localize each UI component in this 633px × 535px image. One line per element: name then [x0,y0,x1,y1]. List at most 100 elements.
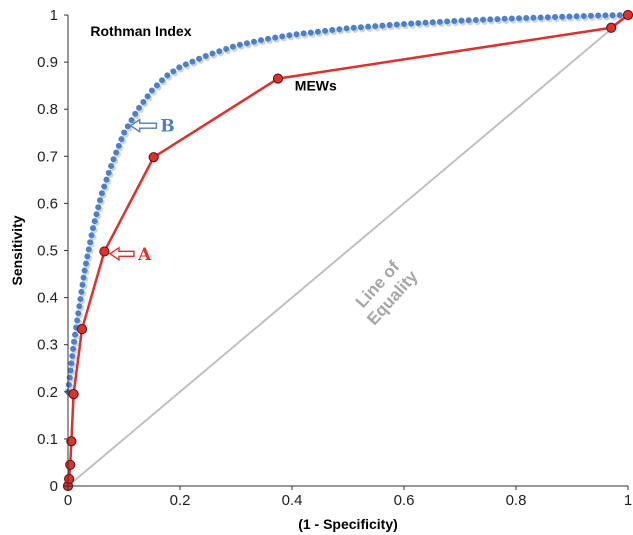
rothman-index-series [65,12,632,397]
y-axis-title: Sensitivity [9,215,25,285]
rothman-index-dot [101,183,108,190]
mews-point [66,436,77,447]
rothman-index-dot [236,41,243,48]
x-tick-label: 0.8 [506,492,527,509]
rothman-index-dot [216,48,223,55]
rothman-index-dot [408,20,415,27]
rothman-index-dot [115,142,122,149]
rothman-index-dot [516,15,523,22]
marker-a-annotation: A [108,245,152,265]
rothman-index-dot [293,31,300,38]
mews-point [99,246,110,257]
rothman-index-dot [494,16,501,23]
mews-point [68,389,79,400]
rothman-index-dot [89,225,96,232]
y-tick-label: 0 [50,478,58,495]
rothman-index-dot [77,296,84,303]
rothman-index-dot [314,28,321,35]
rothman-index-dot [159,77,166,84]
rothman-index-dot [609,12,616,19]
rothman-index-dot [95,204,102,211]
rothman-index-dot [580,13,587,20]
rothman-index-dot [105,169,112,176]
rothman-index-dot [82,260,89,267]
rothman-index-dot [436,18,443,25]
rothman-index-dot [97,197,104,204]
rothman-index-dot [487,16,494,23]
y-tick-label: 0.1 [37,431,58,448]
rothman-index-dot [587,12,594,19]
rothman-index-dot [189,58,196,65]
rothman-index-dot [209,50,216,57]
rothman-index-dot [429,19,436,26]
rothman-index-label: Rothman Index [90,23,191,39]
rothman-index-dot [250,38,257,45]
rothman-index-dot [176,64,183,71]
rothman-index-dot [336,26,343,33]
rothman-index-dot [279,33,286,40]
rothman-index-dot [67,367,74,374]
tick-labels: 0 0.2 0.4 0.6 0.8 1 0 0.1 0.2 0.3 0.4 0.5 0.6 0.7 0.8 0… [37,7,632,509]
rothman-index-dot [322,27,329,34]
mews-point [606,22,617,33]
y-tick-label: 0.7 [37,148,58,165]
marker-b-annotation: B [129,117,175,137]
rothman-index-dot [566,13,573,20]
rothman-index-dot [272,34,279,41]
rothman-index-dot [501,15,508,22]
rothman-index-dot [523,14,530,21]
mews-point [148,152,159,163]
mews-point [65,459,76,470]
rothman-index-dot [85,246,92,253]
rothman-index-dot [616,12,623,19]
rothman-index-dot [544,14,551,21]
rothman-index-dot [74,317,81,324]
y-tick-label: 0.6 [37,195,58,212]
mews-series [62,9,633,492]
marker-arrow [129,118,158,133]
rothman-index-dot [75,310,82,317]
rothman-index-dot [400,20,407,27]
rothman-index-dot [329,27,336,34]
rothman-index-dot [595,12,602,19]
rothman-index-dot [357,24,364,31]
rothman-index-dot [132,110,139,117]
rothman-index-dot [164,72,171,79]
rothman-index-dot [265,35,272,42]
rothman-index-dot [444,18,451,25]
rothman-index-dot [68,360,75,367]
rothman-index-dot [243,40,250,47]
rothman-index-dot [84,253,91,260]
rothman-index-dot [307,29,314,36]
rothman-index-dot [71,338,78,345]
rothman-index-dot [415,20,422,27]
x-tick-label: 1 [624,492,632,509]
rothman-index-dot [458,17,465,24]
rothman-index-dot [372,23,379,30]
rothman-index-dot [422,19,429,26]
rothman-index-dot [103,176,110,183]
rothman-index-dot [128,117,135,124]
y-tick-label: 0.3 [37,337,58,354]
rothman-index-dot [87,239,94,246]
rothman-index-dot [365,23,372,30]
mews-point [76,324,88,335]
rothman-index-dot [121,129,128,136]
marker-arrow [108,246,135,262]
marker-label-a: A [137,245,152,265]
rothman-index-dot [393,21,400,28]
rothman-index-dot [286,32,293,39]
rothman-index-dot [196,55,203,62]
rothman-index-dot [136,104,143,111]
rothman-index-dot [93,211,100,218]
mews-point [622,9,633,21]
rothman-index-dot [350,24,357,31]
y-tick-label: 0.4 [37,290,58,307]
rothman-index-dot [65,381,72,388]
rothman-index-dot [70,345,77,352]
x-tick-label: 0 [64,492,72,509]
rothman-index-dot [148,87,155,94]
rothman-index-dot [113,149,120,156]
